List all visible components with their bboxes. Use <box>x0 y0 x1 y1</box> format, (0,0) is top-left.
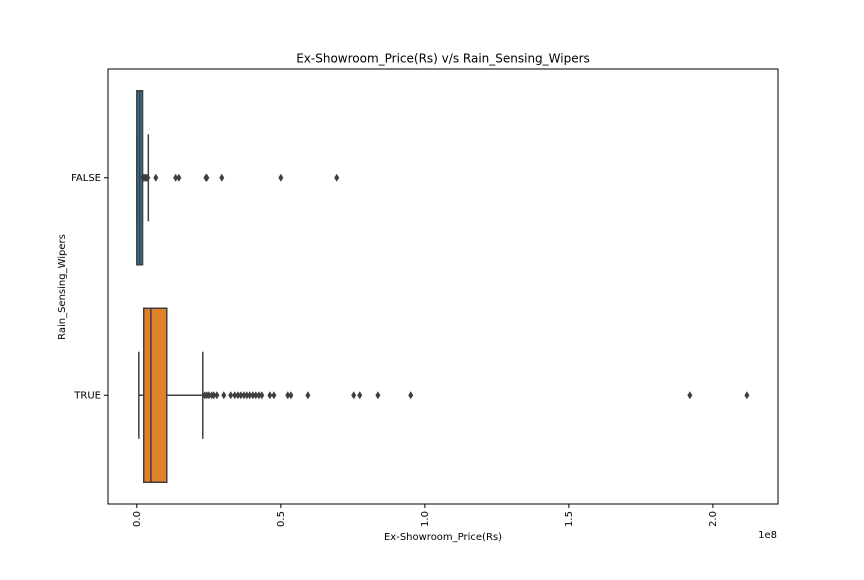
y-axis-label: Rain_Sensing_Wipers <box>57 234 68 340</box>
x-tick-label: 1.5 <box>564 511 575 527</box>
x-tick-label: 2.0 <box>708 511 719 527</box>
outlier <box>221 391 227 400</box>
outlier <box>278 173 284 182</box>
chart-title: Ex-Showroom_Price(Rs) v/s Rain_Sensing_W… <box>296 52 590 66</box>
outlier <box>408 391 414 400</box>
outlier <box>153 173 159 182</box>
outlier <box>253 391 259 400</box>
outlier <box>214 391 220 400</box>
outlier <box>176 173 182 182</box>
outlier <box>285 391 291 400</box>
x-offset-label: 1e8 <box>758 530 777 541</box>
outlier <box>256 391 262 400</box>
outlier <box>247 391 253 400</box>
outlier <box>244 391 250 400</box>
outlier <box>351 391 357 400</box>
outlier <box>204 173 210 182</box>
outlier <box>235 391 241 400</box>
x-tick-label: 0.5 <box>276 511 287 527</box>
outlier <box>271 391 277 400</box>
outlier <box>250 391 256 400</box>
x-tick-label: 0.0 <box>132 511 143 527</box>
outlier <box>228 391 234 400</box>
plot-frame <box>107 68 779 505</box>
outlier <box>219 173 225 182</box>
y-tick-label: FALSE <box>71 173 101 184</box>
box <box>142 307 168 483</box>
x-axis-label: Ex-Showroom_Price(Rs) <box>384 532 502 543</box>
outlier <box>267 391 273 400</box>
outlier <box>238 391 244 400</box>
outlier <box>259 391 265 400</box>
outlier <box>173 173 179 182</box>
outlier <box>206 391 212 400</box>
outlier <box>145 173 151 182</box>
y-tick-label: TRUE <box>73 390 101 401</box>
outlier <box>357 391 363 400</box>
outlier <box>288 391 294 400</box>
outlier <box>305 391 311 400</box>
outlier <box>232 391 238 400</box>
outlier <box>375 391 381 400</box>
x-tick-label: 1.0 <box>420 511 431 527</box>
outlier <box>211 391 217 400</box>
outlier <box>687 391 693 400</box>
outlier <box>241 391 247 400</box>
outlier <box>744 391 750 400</box>
outlier <box>334 173 340 182</box>
